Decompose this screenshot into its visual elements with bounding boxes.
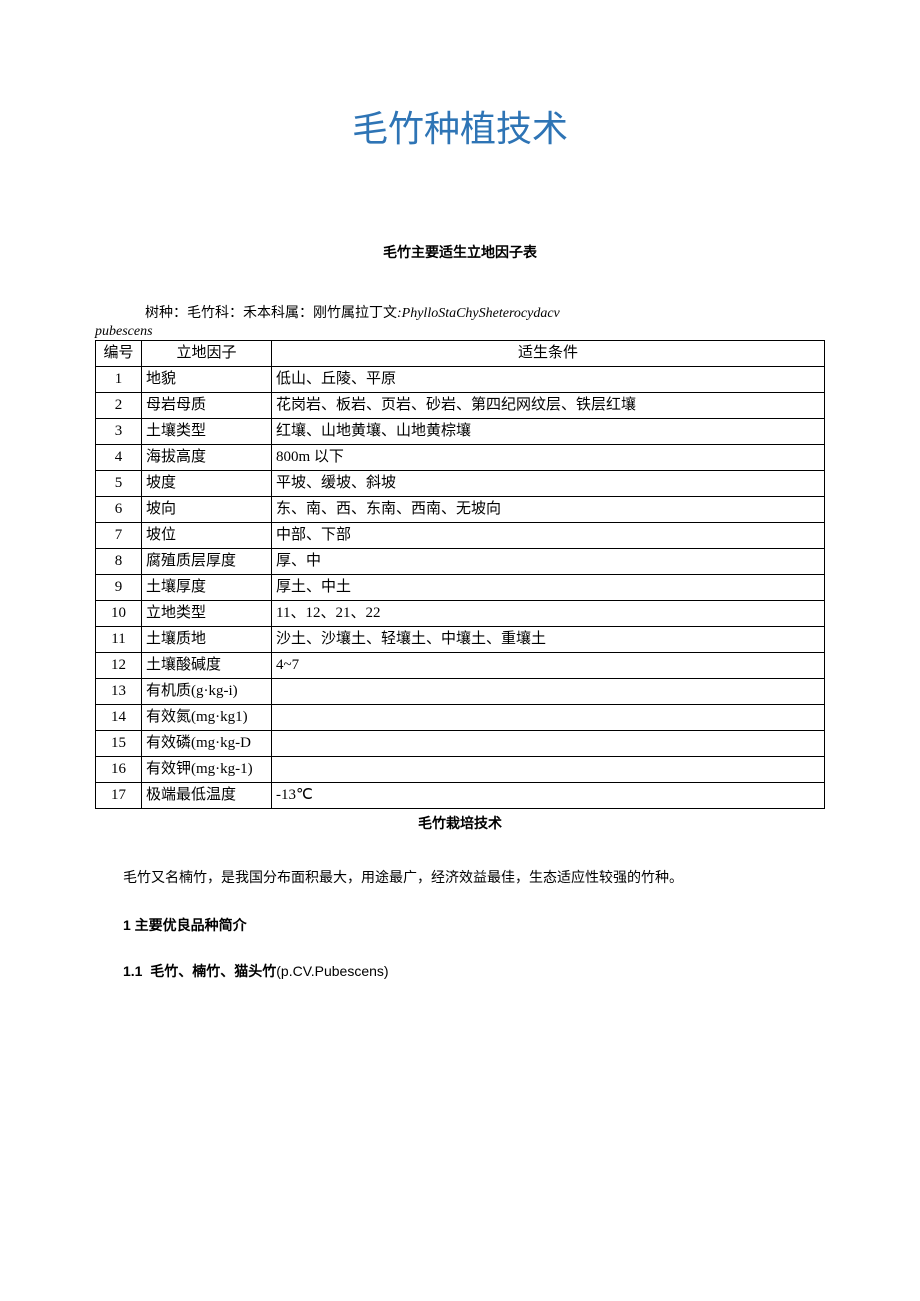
heading-1-1-text: 毛竹、楠竹、猫头竹 (150, 963, 276, 979)
table-row: 12土壤酸碱度4~7 (96, 653, 825, 679)
cell-cond: 800m 以下 (272, 445, 825, 471)
cell-factor: 立地类型 (142, 601, 272, 627)
table-row: 11土壤质地沙土、沙壤土、轻壤土、中壤土、重壤土 (96, 627, 825, 653)
cell-num: 1 (96, 367, 142, 393)
table-row: 1地貌低山、丘陵、平原 (96, 367, 825, 393)
cell-cond: 4~7 (272, 653, 825, 679)
cell-num: 12 (96, 653, 142, 679)
cell-factor: 坡位 (142, 523, 272, 549)
cell-factor: 土壤类型 (142, 419, 272, 445)
subtitle-site-factors: 毛竹主要适生立地因子表 (95, 242, 825, 262)
table-row: 16有效钾(mg·kg-1) (96, 757, 825, 783)
cell-factor: 海拔高度 (142, 445, 272, 471)
cell-cond: 中部、下部 (272, 523, 825, 549)
cell-num: 14 (96, 705, 142, 731)
cell-factor: 腐殖质层厚度 (142, 549, 272, 575)
cell-factor: 有机质(g·kg-i) (142, 679, 272, 705)
cell-num: 11 (96, 627, 142, 653)
table-row: 6坡向东、南、西、东南、西南、无坡向 (96, 497, 825, 523)
cell-factor: 土壤厚度 (142, 575, 272, 601)
cell-cond: 低山、丘陵、平原 (272, 367, 825, 393)
cell-num: 2 (96, 393, 142, 419)
table-row: 13有机质(g·kg-i) (96, 679, 825, 705)
table-row: 17极端最低温度-13℃ (96, 783, 825, 809)
site-factors-table: 编号 立地因子 适生条件 1地貌低山、丘陵、平原2母岩母质花岗岩、板岩、页岩、砂… (95, 340, 825, 809)
cell-cond: 花岗岩、板岩、页岩、砂岩、第四纪网纹层、铁层红壤 (272, 393, 825, 419)
cell-factor: 有效钾(mg·kg-1) (142, 757, 272, 783)
cell-cond: 红壤、山地黄壤、山地黄棕壤 (272, 419, 825, 445)
cell-cond: 沙土、沙壤土、轻壤土、中壤土、重壤土 (272, 627, 825, 653)
table-row: 9土壤厚度厚土、中土 (96, 575, 825, 601)
table-header-row: 编号 立地因子 适生条件 (96, 341, 825, 367)
cell-num: 6 (96, 497, 142, 523)
cell-factor: 土壤酸碱度 (142, 653, 272, 679)
cell-factor: 有效磷(mg·kg-D (142, 731, 272, 757)
cell-cond (272, 679, 825, 705)
table-row: 2母岩母质花岗岩、板岩、页岩、砂岩、第四纪网纹层、铁层红壤 (96, 393, 825, 419)
col-header-cond: 适生条件 (272, 341, 825, 367)
cell-cond: 厚土、中土 (272, 575, 825, 601)
cell-factor: 极端最低温度 (142, 783, 272, 809)
species-latin-2: pubescens (95, 324, 825, 340)
heading-1-1-num: 1.1 (123, 963, 142, 979)
heading-1: 1 主要优良品种简介 (123, 915, 825, 935)
heading-1-1: 1.1 毛竹、楠竹、猫头竹(p.CV.Pubescens) (123, 961, 825, 981)
cell-cond: 东、南、西、东南、西南、无坡向 (272, 497, 825, 523)
species-latin-1: :PhylloStaChySheterocydacv (397, 306, 560, 321)
table-row: 5坡度平坡、缓坡、斜坡 (96, 471, 825, 497)
table-row: 14有效氮(mg·kg1) (96, 705, 825, 731)
cell-cond (272, 731, 825, 757)
cell-cond: -13℃ (272, 783, 825, 809)
cell-factor: 有效氮(mg·kg1) (142, 705, 272, 731)
cell-factor: 坡向 (142, 497, 272, 523)
cell-num: 7 (96, 523, 142, 549)
cell-cond (272, 705, 825, 731)
table-row: 4海拔高度800m 以下 (96, 445, 825, 471)
cell-cond: 厚、中 (272, 549, 825, 575)
cell-num: 15 (96, 731, 142, 757)
cell-factor: 坡度 (142, 471, 272, 497)
table-row: 7坡位中部、下部 (96, 523, 825, 549)
cell-num: 16 (96, 757, 142, 783)
cell-num: 5 (96, 471, 142, 497)
cell-num: 10 (96, 601, 142, 627)
species-meta-prefix: 树种：毛竹科：禾本科属：刚竹属拉丁文 (145, 306, 397, 321)
intro-paragraph: 毛竹又名楠竹，是我国分布面积最大，用途最广，经济效益最佳，生态适应性较强的竹种。 (95, 861, 825, 897)
heading-1-1-paren: (p.CV.Pubescens) (276, 963, 388, 979)
table-row: 15有效磷(mg·kg-D (96, 731, 825, 757)
cell-cond (272, 757, 825, 783)
cell-factor: 地貌 (142, 367, 272, 393)
page-title: 毛竹种植技术 (95, 100, 825, 152)
subtitle-cultivation: 毛竹栽培技术 (95, 813, 825, 833)
cell-cond: 11、12、21、22 (272, 601, 825, 627)
cell-num: 4 (96, 445, 142, 471)
cell-num: 9 (96, 575, 142, 601)
table-row: 3土壤类型红壤、山地黄壤、山地黄棕壤 (96, 419, 825, 445)
species-meta-line: 树种：毛竹科：禾本科属：刚竹属拉丁文:PhylloStaChySheterocy… (145, 302, 825, 322)
cell-factor: 母岩母质 (142, 393, 272, 419)
cell-factor: 土壤质地 (142, 627, 272, 653)
table-row: 10立地类型11、12、21、22 (96, 601, 825, 627)
cell-cond: 平坡、缓坡、斜坡 (272, 471, 825, 497)
col-header-num: 编号 (96, 341, 142, 367)
cell-num: 13 (96, 679, 142, 705)
cell-num: 17 (96, 783, 142, 809)
col-header-factor: 立地因子 (142, 341, 272, 367)
cell-num: 3 (96, 419, 142, 445)
table-row: 8腐殖质层厚度厚、中 (96, 549, 825, 575)
cell-num: 8 (96, 549, 142, 575)
